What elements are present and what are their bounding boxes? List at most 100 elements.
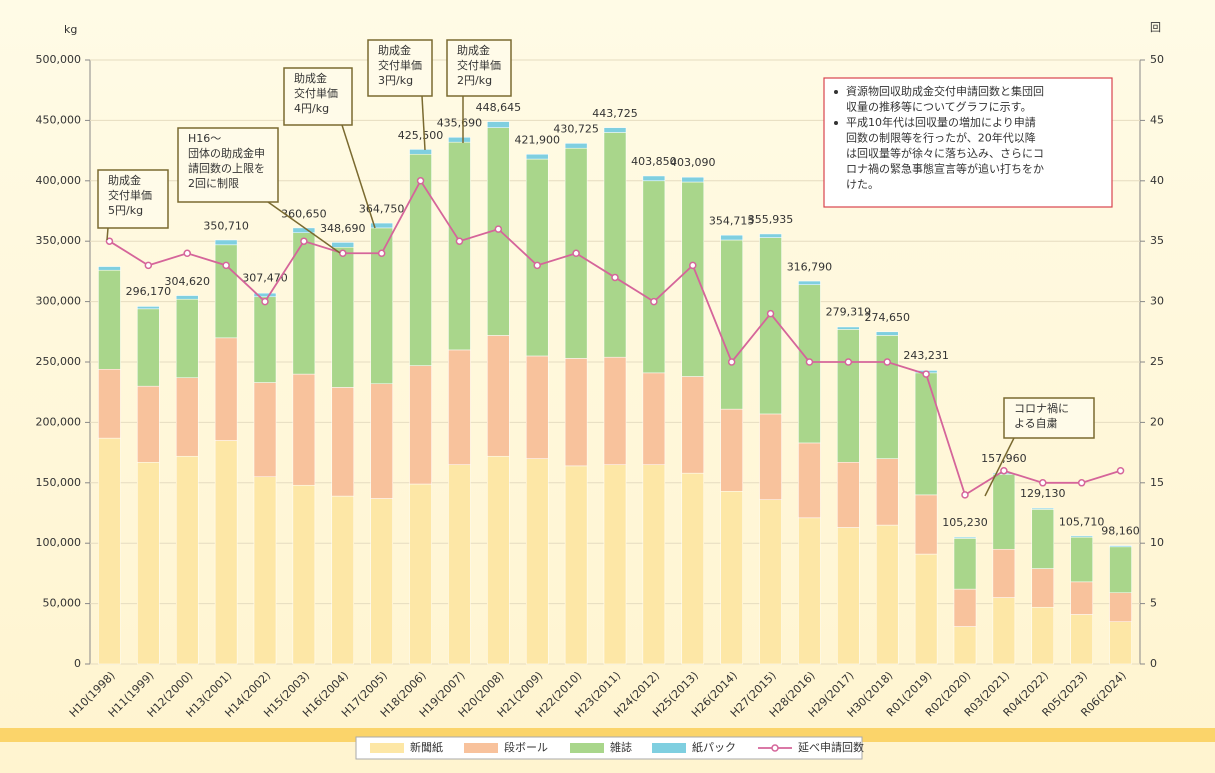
bar-segment xyxy=(448,141,471,351)
bar-segment xyxy=(875,335,899,459)
y-tick-label: 350,000 xyxy=(36,234,82,247)
bar-segment xyxy=(603,356,627,465)
bar-segment xyxy=(837,326,860,330)
line-marker xyxy=(339,249,347,258)
bar-segment xyxy=(1070,536,1093,583)
bar-segment xyxy=(370,383,393,499)
y-tick-label: 100,000 xyxy=(36,536,82,549)
leader-line xyxy=(341,124,376,229)
bar-segment xyxy=(642,175,666,182)
y2-tick-label: 50 xyxy=(1150,53,1164,66)
annotation-box xyxy=(367,39,433,97)
line-marker xyxy=(766,309,775,318)
line-marker xyxy=(105,237,114,245)
bar-segment xyxy=(448,464,471,665)
bar-segment xyxy=(253,476,277,665)
bar-segment xyxy=(409,149,432,155)
bar-segment xyxy=(564,143,588,149)
total-label: 355,935 xyxy=(748,213,794,226)
bar-segment xyxy=(953,626,977,665)
legend-label: 新聞紙 xyxy=(410,740,443,754)
note-text: 資源物回収助成金交付申請回数と集団回 xyxy=(846,84,1044,98)
bar-segment xyxy=(875,331,899,336)
y2-axis-label: 回 xyxy=(1150,21,1161,34)
annotation-text: コロナ禍に xyxy=(1014,401,1069,415)
bar-segment xyxy=(564,465,588,665)
line-marker xyxy=(922,370,930,378)
total-label: 307,470 xyxy=(242,272,288,285)
y2-tick-label: 30 xyxy=(1150,295,1164,308)
bar-segment xyxy=(798,442,821,519)
total-label: 364,750 xyxy=(359,202,405,215)
bar-segment xyxy=(1109,621,1132,665)
y-tick-label: 50,000 xyxy=(43,597,82,610)
y2-tick-label: 20 xyxy=(1150,415,1164,428)
bar-segment xyxy=(1070,535,1093,538)
bar-segment xyxy=(564,358,588,467)
y-tick-label: 250,000 xyxy=(36,355,82,368)
bar-segment xyxy=(720,491,743,665)
bar-segment xyxy=(331,246,355,388)
bar-segment xyxy=(681,181,705,377)
bar-segment xyxy=(331,495,355,665)
y2-tick-label: 25 xyxy=(1150,355,1164,368)
bar-segment xyxy=(1031,507,1055,510)
y-tick-label: 450,000 xyxy=(36,113,82,126)
legend-swatch xyxy=(370,743,404,753)
annotation-box xyxy=(1003,397,1095,439)
bar-segment xyxy=(487,455,510,665)
total-label: 403,090 xyxy=(670,156,716,169)
annotation-text: 交付単価 xyxy=(378,58,422,72)
total-label: 279,319 xyxy=(826,306,872,319)
y-tick-label: 500,000 xyxy=(36,53,82,66)
line-marker xyxy=(416,177,425,185)
annotation-text: 助成金 xyxy=(294,71,327,85)
annotation-text: 4円/kg xyxy=(294,102,329,115)
bar-segment xyxy=(681,472,705,665)
bar-segment xyxy=(642,180,666,374)
band xyxy=(0,728,1215,742)
bar-segment xyxy=(525,153,549,160)
annotation-text: 3円/kg xyxy=(378,74,413,87)
line-marker xyxy=(650,297,658,306)
bar-segment xyxy=(759,499,782,665)
bar-segment xyxy=(798,517,821,665)
bar-segment xyxy=(798,280,821,285)
bar-segment xyxy=(642,464,666,665)
bar-segment xyxy=(487,121,510,128)
bar-segment xyxy=(98,437,121,665)
bar-segment xyxy=(720,234,743,241)
line-marker xyxy=(455,237,464,245)
annotation-box xyxy=(283,67,353,126)
legend-swatch xyxy=(464,743,498,753)
bar-segment xyxy=(681,376,705,474)
leader-line xyxy=(984,437,1015,497)
bar-segment xyxy=(175,377,199,457)
bar-segment xyxy=(214,440,238,665)
bar-segment xyxy=(875,458,899,526)
bar-segment xyxy=(1109,546,1132,593)
bar-segment xyxy=(98,269,121,370)
total-label: 350,710 xyxy=(203,219,249,232)
total-label: 425,500 xyxy=(398,129,444,142)
bar-segment xyxy=(681,176,705,183)
legend-swatch xyxy=(570,743,604,753)
y2-tick-label: 40 xyxy=(1150,174,1164,187)
leader-line xyxy=(267,201,341,254)
total-label: 105,710 xyxy=(1059,515,1105,528)
bar-segment xyxy=(642,372,666,465)
total-label: 98,160 xyxy=(1101,524,1140,537)
bar-segment xyxy=(759,237,782,415)
legend-label: 紙パック xyxy=(692,740,736,754)
line-marker xyxy=(1116,466,1125,475)
note-text: 平成10年代は回収量の増加により申請 xyxy=(846,115,1036,129)
bar-segment xyxy=(720,239,743,410)
bar-segment xyxy=(1109,545,1132,548)
bar-segment xyxy=(914,494,938,555)
bar-segment xyxy=(992,597,1016,665)
annotation-text: 請回数の上限を xyxy=(188,161,265,175)
line-marker xyxy=(805,358,814,366)
bar-segment xyxy=(409,483,432,665)
bar-segment xyxy=(1031,606,1055,665)
